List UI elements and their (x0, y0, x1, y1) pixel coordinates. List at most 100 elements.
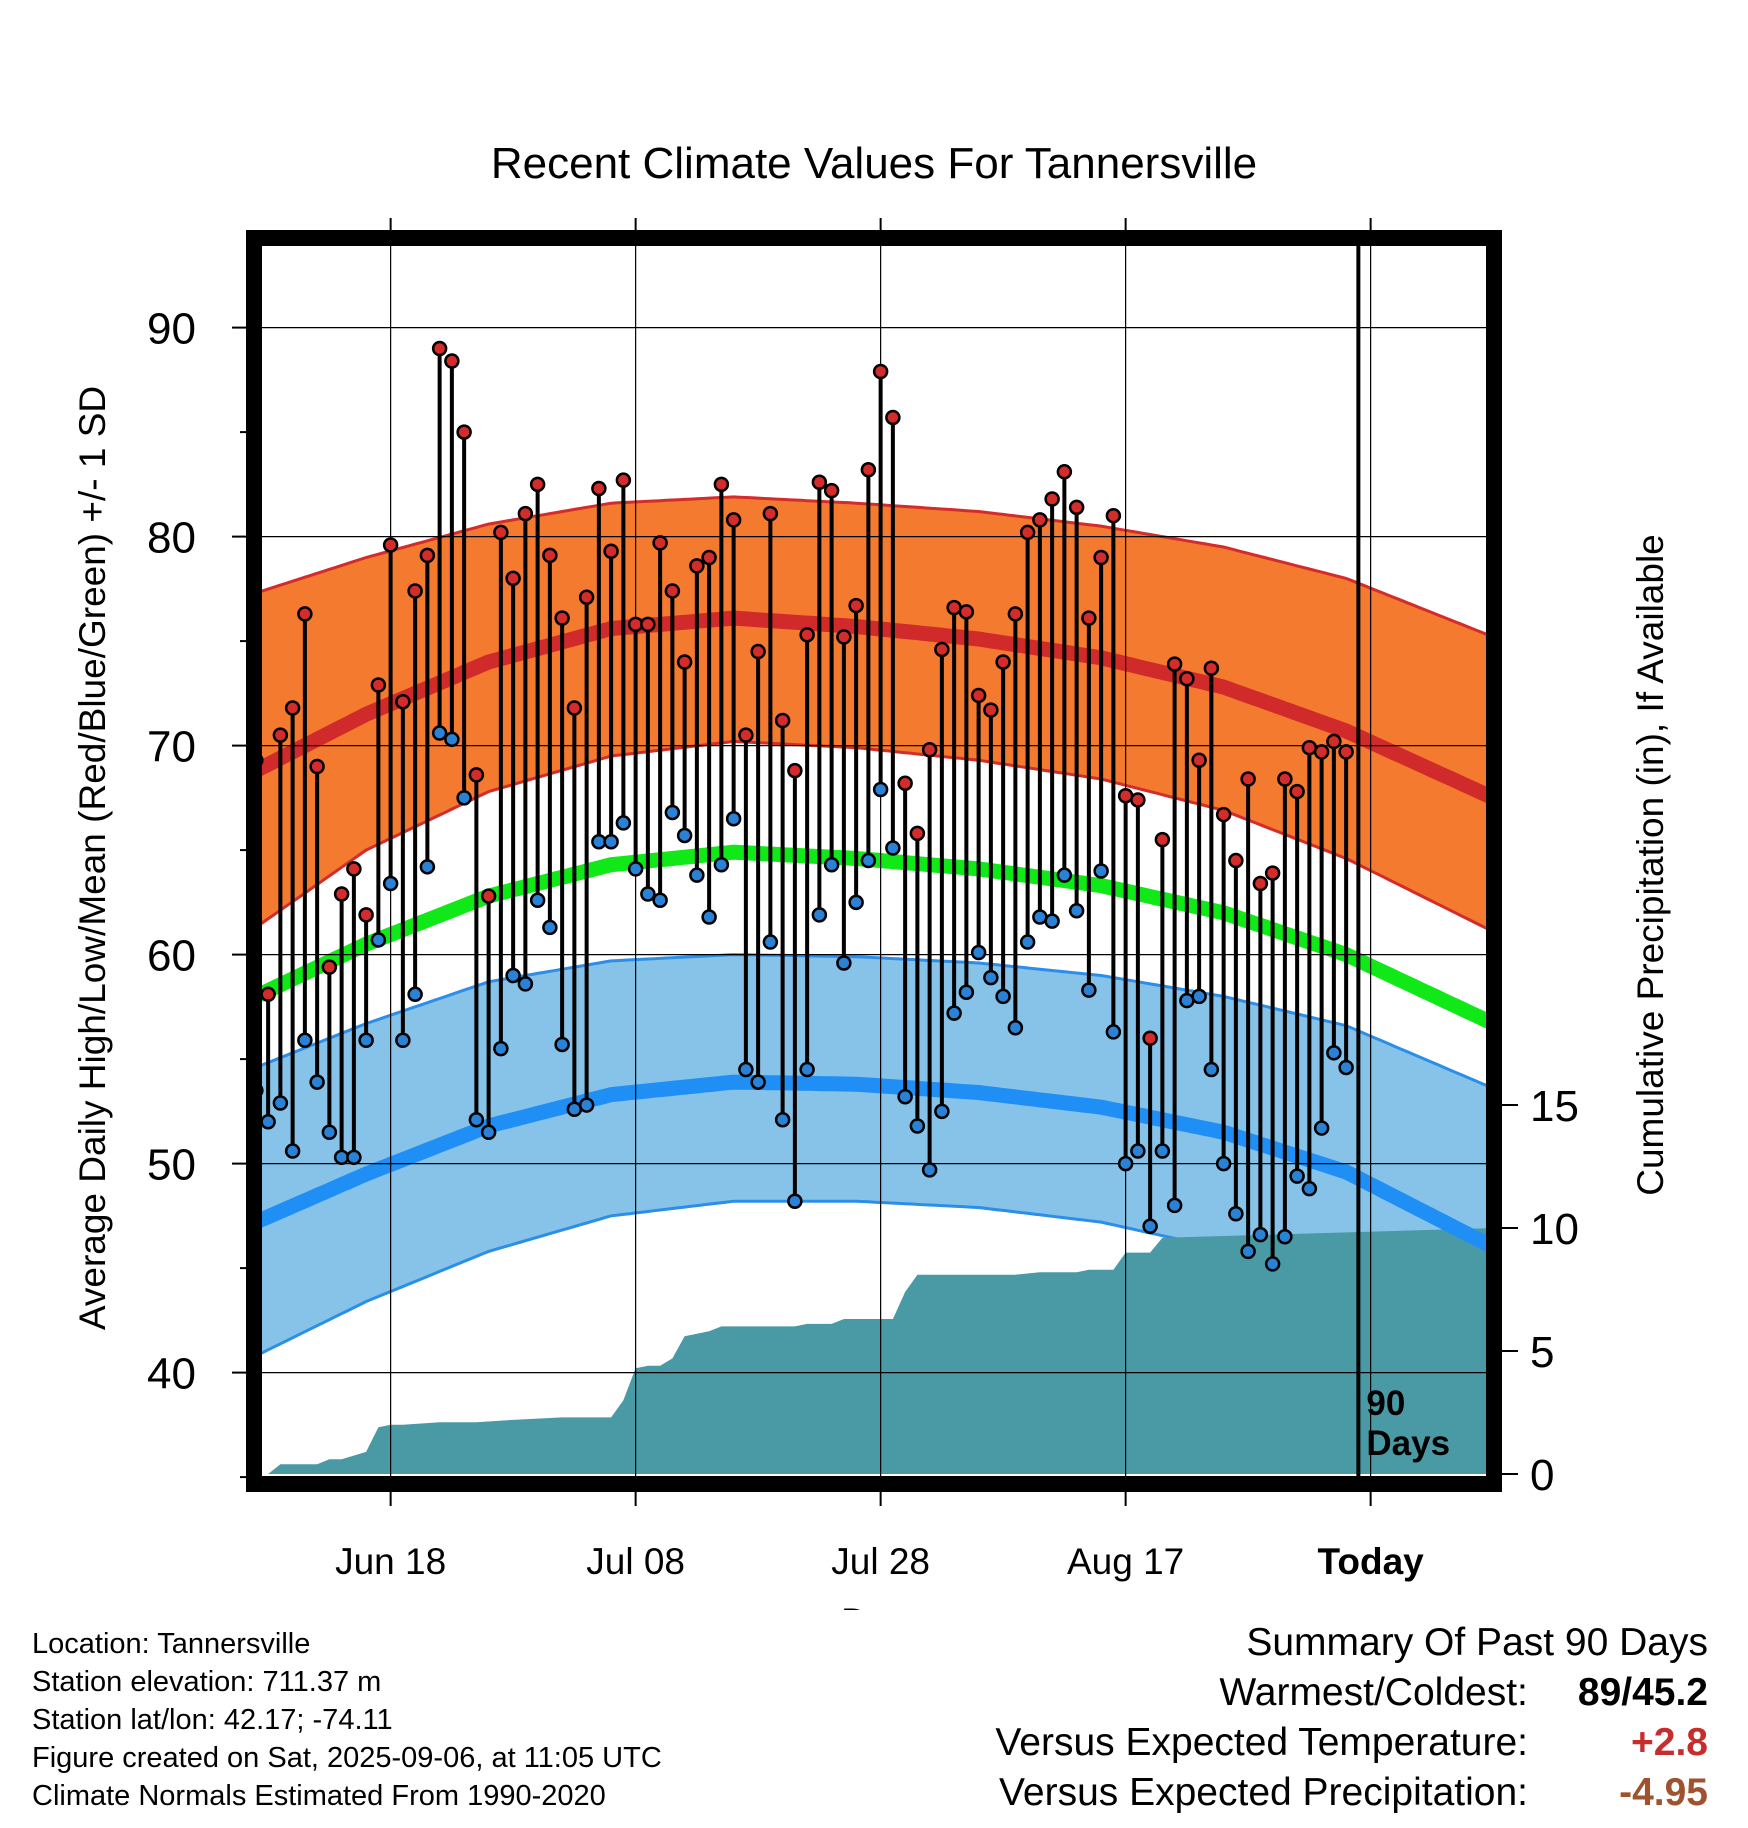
daily-high-point (370, 677, 387, 693)
daily-high-point (1338, 744, 1354, 760)
daily-high-point (284, 700, 301, 716)
daily-high-point (358, 907, 374, 923)
daily-low-point (652, 892, 668, 909)
y-axis-label: Average Daily High/Low/Mean (Red/Blue/Gr… (72, 386, 113, 1330)
daily-low-point (689, 867, 705, 883)
daily-low-point (444, 731, 460, 748)
daily-low-point (811, 907, 828, 923)
summary-title: Summary Of Past 90 Days (1246, 1621, 1708, 1664)
daily-low-point (676, 827, 693, 844)
daily-high-point (872, 363, 889, 380)
daily-high-point (983, 702, 999, 718)
daily-high-point (529, 476, 546, 493)
daily-high-point (1252, 875, 1269, 892)
daily-low-point (262, 1114, 276, 1130)
daily-high-point (774, 712, 791, 729)
daily-high-point (1056, 464, 1073, 480)
daily-high-point (262, 755, 264, 765)
daily-high-point (578, 589, 595, 605)
daily-high-point (921, 742, 938, 758)
daily-high-point (615, 472, 632, 488)
daily-low-point (1264, 1256, 1281, 1272)
axes: 40 50 60 70 80 90 0 5 10 15 Jun 18 Jul 08 Jul 28 Aug … (147, 218, 1579, 1582)
daily-low-point (542, 919, 558, 936)
daily-low-point (1105, 1024, 1122, 1040)
chart-title: Recent Climate Values For Tannersville (491, 139, 1257, 188)
climate-chart: Recent Climate Values For Tannersville 9… (72, 139, 1671, 1610)
daily-low-point (750, 1074, 766, 1090)
daily-high-point (1154, 831, 1171, 848)
daily-high-point (1326, 733, 1342, 750)
daily-low-point (1166, 1197, 1183, 1214)
daily-high-point (725, 512, 742, 528)
x-tick-label: Today (1318, 1541, 1425, 1582)
daily-high-point (1019, 524, 1036, 541)
daily-low-point (1301, 1180, 1318, 1197)
daily-low-point (346, 1149, 362, 1166)
daily-high-point (738, 727, 754, 743)
low-upper-sd-line (262, 953, 1486, 1087)
elevation-text: Station elevation: 711.37 m (32, 1666, 382, 1698)
x-axis-label: Day (841, 1601, 907, 1610)
daily-high-point (995, 654, 1011, 670)
y-tick-label: 90 (147, 305, 196, 354)
daily-low-point (407, 986, 423, 1003)
daily-high-point (1215, 806, 1232, 823)
location-text: Location: Tannersville (32, 1628, 311, 1660)
daily-low-point (603, 833, 619, 850)
daily-low-point (946, 1005, 962, 1021)
daily-high-point (1142, 1030, 1158, 1046)
daily-high-point (664, 583, 681, 599)
daily-high-point (456, 424, 472, 440)
daily-low-point (358, 1032, 374, 1049)
y-tick-label: 50 (147, 1141, 196, 1190)
today-annotation: 90 Days (1366, 1384, 1450, 1463)
daily-high-point (811, 474, 828, 491)
daily-low-point (1252, 1226, 1269, 1243)
daily-low-point (787, 1193, 803, 1209)
daily-low-point (529, 892, 546, 909)
summary-temp-row: Versus Expected Temperature: +2.8 (995, 1718, 1708, 1768)
warm-cold-value: 89/45.2 (1577, 1671, 1708, 1714)
station-info: Location: Tannersville Station elevation… (32, 1625, 662, 1815)
daily-high-point (309, 758, 325, 775)
daily-low-point (958, 984, 975, 1000)
daily-low-point (1068, 902, 1085, 919)
daily-low-point (1203, 1061, 1220, 1078)
daily-high-point (836, 629, 852, 645)
temp-label: Versus Expected Temperature: (995, 1721, 1528, 1764)
precip-label: Versus Expected Precipitation: (999, 1771, 1528, 1814)
precipitation-area (262, 1228, 1486, 1474)
y-tick-label: 60 (147, 932, 196, 981)
daily-low-point (1228, 1206, 1244, 1222)
daily-low-point (505, 967, 521, 984)
daily-high-point (860, 461, 877, 478)
x-tick-label: Jul 28 (831, 1541, 930, 1582)
daily-low-point (395, 1032, 411, 1049)
daily-high-point (640, 616, 656, 633)
daily-high-point (431, 340, 448, 357)
y-tick-label: 40 (147, 1350, 196, 1399)
daily-low-point (517, 976, 534, 992)
daily-low-point (909, 1118, 926, 1134)
daily-low-point (701, 909, 717, 925)
daily-high-point (897, 775, 913, 791)
daily-high-point (799, 627, 815, 643)
precip-value: -4.95 (1619, 1771, 1708, 1814)
daily-low-point (456, 790, 472, 806)
daily-low-point (615, 815, 632, 831)
daily-low-point (983, 969, 999, 986)
daily-low-point (1215, 1155, 1232, 1172)
daily-low-point (762, 934, 779, 950)
daily-high-point (701, 549, 717, 566)
daily-low-point (1019, 934, 1036, 950)
y2-axis-label: Cumulative Precipitation (in), If Availa… (1630, 534, 1671, 1196)
x-tick-label: Aug 17 (1067, 1541, 1184, 1582)
daily-low-point (1007, 1020, 1024, 1036)
daily-high-point (493, 524, 509, 541)
created-text: Figure created on Sat, 2025-09-06, at 11… (32, 1742, 662, 1774)
daily-high-point (970, 687, 987, 704)
daily-low-point (970, 944, 987, 961)
daily-high-point (603, 543, 619, 559)
daily-low-point (1154, 1143, 1171, 1159)
